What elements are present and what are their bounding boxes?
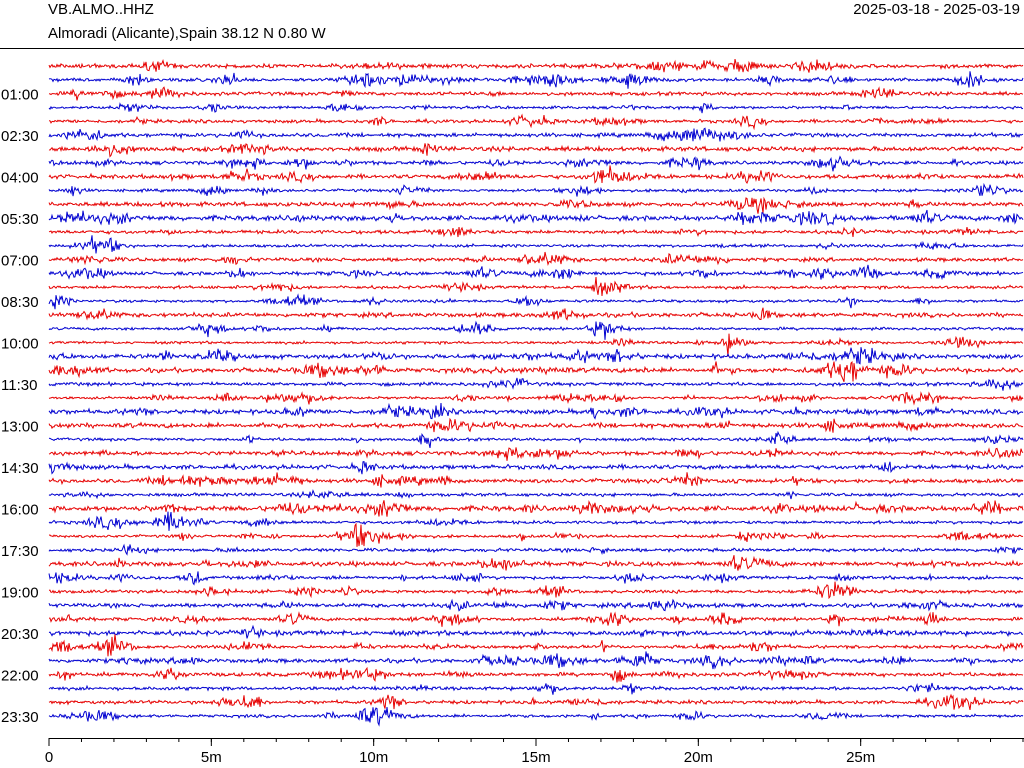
seismic-trace [48, 333, 1024, 357]
seismic-trace [48, 264, 1024, 281]
row-time-label: 05:30 [1, 211, 39, 228]
row-time-label: 11:30 [1, 377, 37, 394]
seismic-trace [48, 461, 1024, 475]
seismic-trace [48, 293, 1024, 310]
seismic-trace [48, 511, 1024, 531]
seismic-trace [48, 226, 1024, 238]
seismic-trace [48, 251, 1024, 267]
seismic-trace [48, 624, 1024, 639]
seismic-trace [48, 598, 1024, 612]
x-tick-label: 25m [846, 749, 875, 766]
seismic-trace [48, 651, 1024, 670]
seismic-trace [48, 472, 1024, 488]
x-tick-label: 0 [45, 749, 53, 766]
seismic-trace [48, 58, 1024, 73]
row-time-label: 08:30 [1, 294, 39, 311]
seismic-trace [48, 155, 1024, 172]
seismic-trace [48, 447, 1024, 461]
seismic-trace [48, 102, 1024, 114]
seismic-trace [48, 634, 1024, 657]
row-time-label: 02:30 [1, 128, 39, 145]
row-time-label: 16:00 [1, 502, 39, 519]
seismic-trace [48, 86, 1024, 101]
seismic-trace [48, 500, 1024, 517]
row-time-label: 17:30 [1, 543, 39, 560]
seismic-trace [48, 581, 1024, 600]
seismic-trace [48, 402, 1024, 420]
row-time-label: 22:00 [1, 667, 39, 684]
row-time-label: 01:00 [1, 87, 39, 104]
row-time-label: 20:30 [1, 626, 39, 643]
seismic-trace [48, 360, 1024, 382]
seismic-trace [48, 127, 1024, 142]
station-code: VB.ALMO..HHZ [48, 1, 154, 18]
seismic-trace [48, 543, 1024, 556]
seismic-trace [48, 555, 1024, 571]
seismic-trace [48, 165, 1024, 185]
seismic-trace [48, 391, 1024, 406]
date-range: 2025-03-18 - 2025-03-19 [853, 1, 1020, 18]
x-tick-label: 20m [684, 749, 713, 766]
row-time-label: 07:00 [1, 253, 39, 270]
seismic-trace [48, 320, 1024, 340]
row-time-label: 14:30 [1, 460, 39, 477]
seismic-trace [48, 71, 1024, 89]
seismic-trace [48, 113, 1024, 131]
seismic-trace [48, 209, 1024, 226]
seismic-trace [48, 571, 1024, 586]
x-tick-label: 10m [359, 749, 388, 766]
x-tick-label: 5m [201, 749, 222, 766]
seismic-trace [48, 417, 1024, 433]
seismic-trace [49, 611, 1024, 627]
x-tick-label: 15m [521, 749, 550, 766]
seismic-trace [48, 235, 1024, 254]
seismic-trace [48, 430, 1024, 449]
row-time-label: 04:00 [1, 170, 39, 187]
seismic-trace [48, 693, 1024, 711]
seismic-trace [48, 307, 1024, 321]
seismic-trace [48, 347, 1024, 365]
row-time-label: 19:00 [1, 585, 39, 602]
row-time-label: 23:30 [1, 709, 39, 726]
seismic-trace [48, 682, 1024, 695]
seismic-trace [48, 196, 1024, 214]
seismic-trace [48, 143, 1024, 158]
row-time-label: 10:00 [1, 336, 39, 353]
seismic-trace [48, 182, 1024, 197]
seismic-trace [48, 666, 1024, 683]
seismic-trace [48, 707, 1024, 727]
row-time-label: 13:00 [1, 419, 39, 436]
seismic-trace [48, 276, 1024, 296]
seismic-trace [48, 522, 1024, 547]
seismic-trace [48, 489, 1024, 500]
station-location: Almoradi (Alicante),Spain 38.12 N 0.80 W [48, 25, 326, 42]
seismic-trace [48, 377, 1024, 391]
